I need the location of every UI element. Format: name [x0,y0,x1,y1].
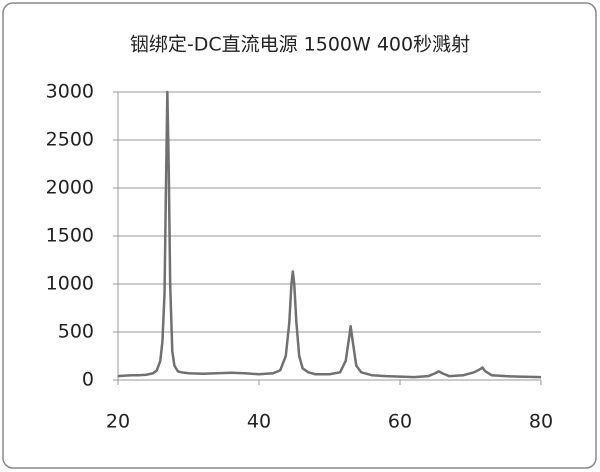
x-tick-label: 40 [247,411,271,433]
y-tick-label: 0 [82,369,94,391]
x-tick-label: 60 [388,411,412,433]
x-tick-label: 80 [529,411,553,433]
y-tick-label: 2000 [46,177,94,199]
y-tick-label: 2500 [46,129,94,151]
data-line [117,90,542,379]
y-tick-label: 1500 [46,225,94,247]
x-tick-label: 20 [106,411,130,433]
y-tick-label: 500 [58,321,94,343]
y-tick-label: 1000 [46,273,94,295]
y-tick-label: 3000 [46,81,94,103]
chart-title: 铟绑定-DC直流电源 1500W 400秒溅射 [130,34,470,56]
